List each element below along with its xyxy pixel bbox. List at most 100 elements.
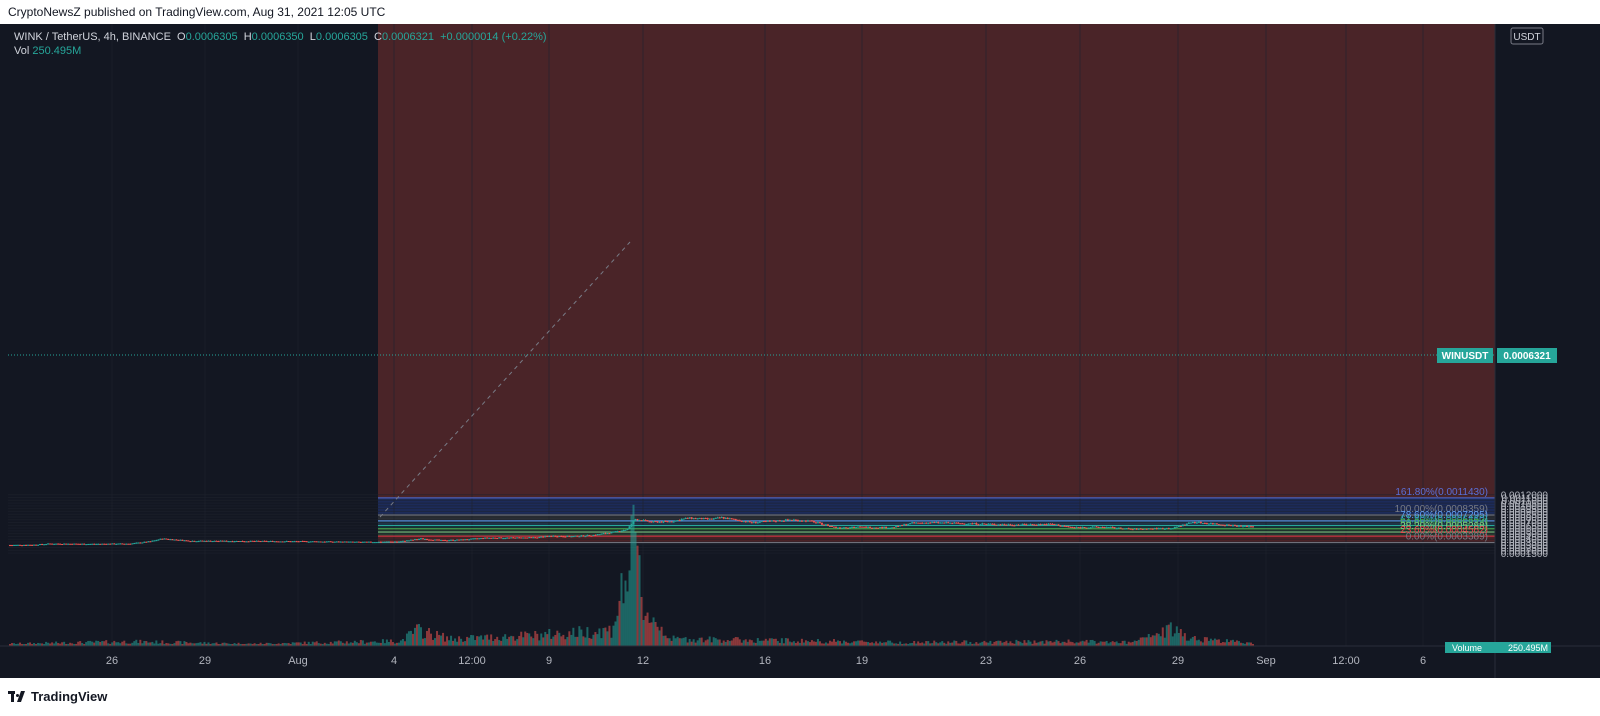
- candle[interactable]: [780, 520, 783, 522]
- candle[interactable]: [353, 541, 356, 543]
- candle[interactable]: [540, 536, 543, 538]
- candle[interactable]: [369, 541, 372, 543]
- candle[interactable]: [808, 520, 811, 522]
- candle[interactable]: [818, 522, 821, 524]
- candle[interactable]: [941, 522, 944, 524]
- candle[interactable]: [267, 541, 270, 543]
- trend-line[interactable]: [379, 241, 631, 518]
- candle[interactable]: [504, 538, 507, 540]
- candle[interactable]: [903, 524, 906, 526]
- candle[interactable]: [1097, 527, 1100, 529]
- candle[interactable]: [251, 540, 254, 542]
- candle[interactable]: [21, 545, 24, 547]
- candle[interactable]: [630, 524, 633, 527]
- candle[interactable]: [750, 522, 753, 524]
- candle[interactable]: [93, 543, 96, 545]
- candle[interactable]: [109, 543, 112, 545]
- candle[interactable]: [1075, 527, 1078, 529]
- candle[interactable]: [1195, 522, 1198, 524]
- candle[interactable]: [1117, 527, 1120, 529]
- candle[interactable]: [359, 541, 362, 543]
- candle[interactable]: [708, 518, 711, 520]
- candle[interactable]: [1252, 526, 1254, 528]
- candle[interactable]: [1039, 524, 1042, 526]
- candle[interactable]: [484, 537, 487, 539]
- candle[interactable]: [63, 543, 66, 545]
- candle[interactable]: [137, 542, 140, 544]
- candle[interactable]: [867, 526, 870, 528]
- candle[interactable]: [438, 539, 441, 541]
- candle[interactable]: [616, 531, 619, 533]
- candle[interactable]: [959, 523, 962, 525]
- candle[interactable]: [800, 520, 803, 522]
- candle[interactable]: [871, 527, 874, 529]
- candle[interactable]: [1025, 524, 1028, 526]
- candle[interactable]: [347, 541, 350, 543]
- candle[interactable]: [65, 543, 68, 545]
- candle[interactable]: [891, 527, 894, 529]
- candle[interactable]: [219, 540, 222, 542]
- candle[interactable]: [826, 524, 829, 526]
- candle[interactable]: [985, 523, 988, 525]
- candle[interactable]: [179, 539, 182, 541]
- candle[interactable]: [33, 544, 36, 546]
- candle[interactable]: [734, 519, 737, 521]
- candle[interactable]: [1047, 523, 1050, 525]
- candle[interactable]: [851, 526, 854, 528]
- candle[interactable]: [716, 517, 719, 519]
- candle[interactable]: [39, 544, 42, 546]
- candle[interactable]: [839, 527, 842, 529]
- candle[interactable]: [1175, 526, 1178, 528]
- candle[interactable]: [614, 531, 617, 533]
- candle[interactable]: [1049, 523, 1052, 525]
- candle[interactable]: [27, 544, 30, 546]
- candle[interactable]: [670, 521, 673, 523]
- candle[interactable]: [1079, 527, 1082, 529]
- candle[interactable]: [43, 544, 46, 546]
- candle[interactable]: [993, 523, 996, 525]
- candle[interactable]: [632, 521, 635, 525]
- candle[interactable]: [682, 518, 685, 520]
- candle[interactable]: [1207, 523, 1210, 525]
- candle[interactable]: [532, 537, 535, 539]
- candle[interactable]: [957, 522, 960, 524]
- candle[interactable]: [742, 521, 745, 523]
- candle[interactable]: [834, 526, 837, 528]
- candle[interactable]: [1153, 528, 1156, 530]
- candle[interactable]: [596, 534, 599, 536]
- candle[interactable]: [255, 540, 258, 542]
- candle[interactable]: [1093, 526, 1096, 528]
- candle[interactable]: [987, 523, 990, 525]
- candle[interactable]: [995, 524, 998, 526]
- candle[interactable]: [656, 521, 659, 523]
- candle[interactable]: [925, 522, 928, 524]
- candle[interactable]: [1115, 528, 1118, 530]
- candle[interactable]: [365, 541, 368, 543]
- candle[interactable]: [1033, 524, 1036, 526]
- candle[interactable]: [979, 524, 982, 526]
- candle[interactable]: [71, 543, 74, 545]
- candle[interactable]: [1193, 522, 1196, 524]
- candle[interactable]: [776, 520, 779, 522]
- candle[interactable]: [291, 541, 294, 543]
- candle[interactable]: [560, 536, 563, 538]
- candle[interactable]: [686, 517, 689, 519]
- candle[interactable]: [277, 541, 280, 543]
- candle[interactable]: [385, 541, 388, 543]
- candle[interactable]: [317, 541, 320, 543]
- candle[interactable]: [153, 540, 156, 542]
- candle[interactable]: [149, 541, 152, 543]
- candle[interactable]: [722, 517, 725, 519]
- candle[interactable]: [1137, 528, 1140, 530]
- candle[interactable]: [1225, 524, 1228, 526]
- candle[interactable]: [622, 530, 625, 532]
- candle[interactable]: [419, 538, 422, 540]
- candle[interactable]: [969, 523, 972, 525]
- candle[interactable]: [895, 526, 898, 528]
- candle[interactable]: [1043, 524, 1046, 526]
- candle[interactable]: [1221, 524, 1224, 526]
- candle[interactable]: [999, 524, 1002, 526]
- candle[interactable]: [520, 537, 523, 539]
- candle[interactable]: [217, 541, 220, 543]
- candle[interactable]: [610, 532, 613, 534]
